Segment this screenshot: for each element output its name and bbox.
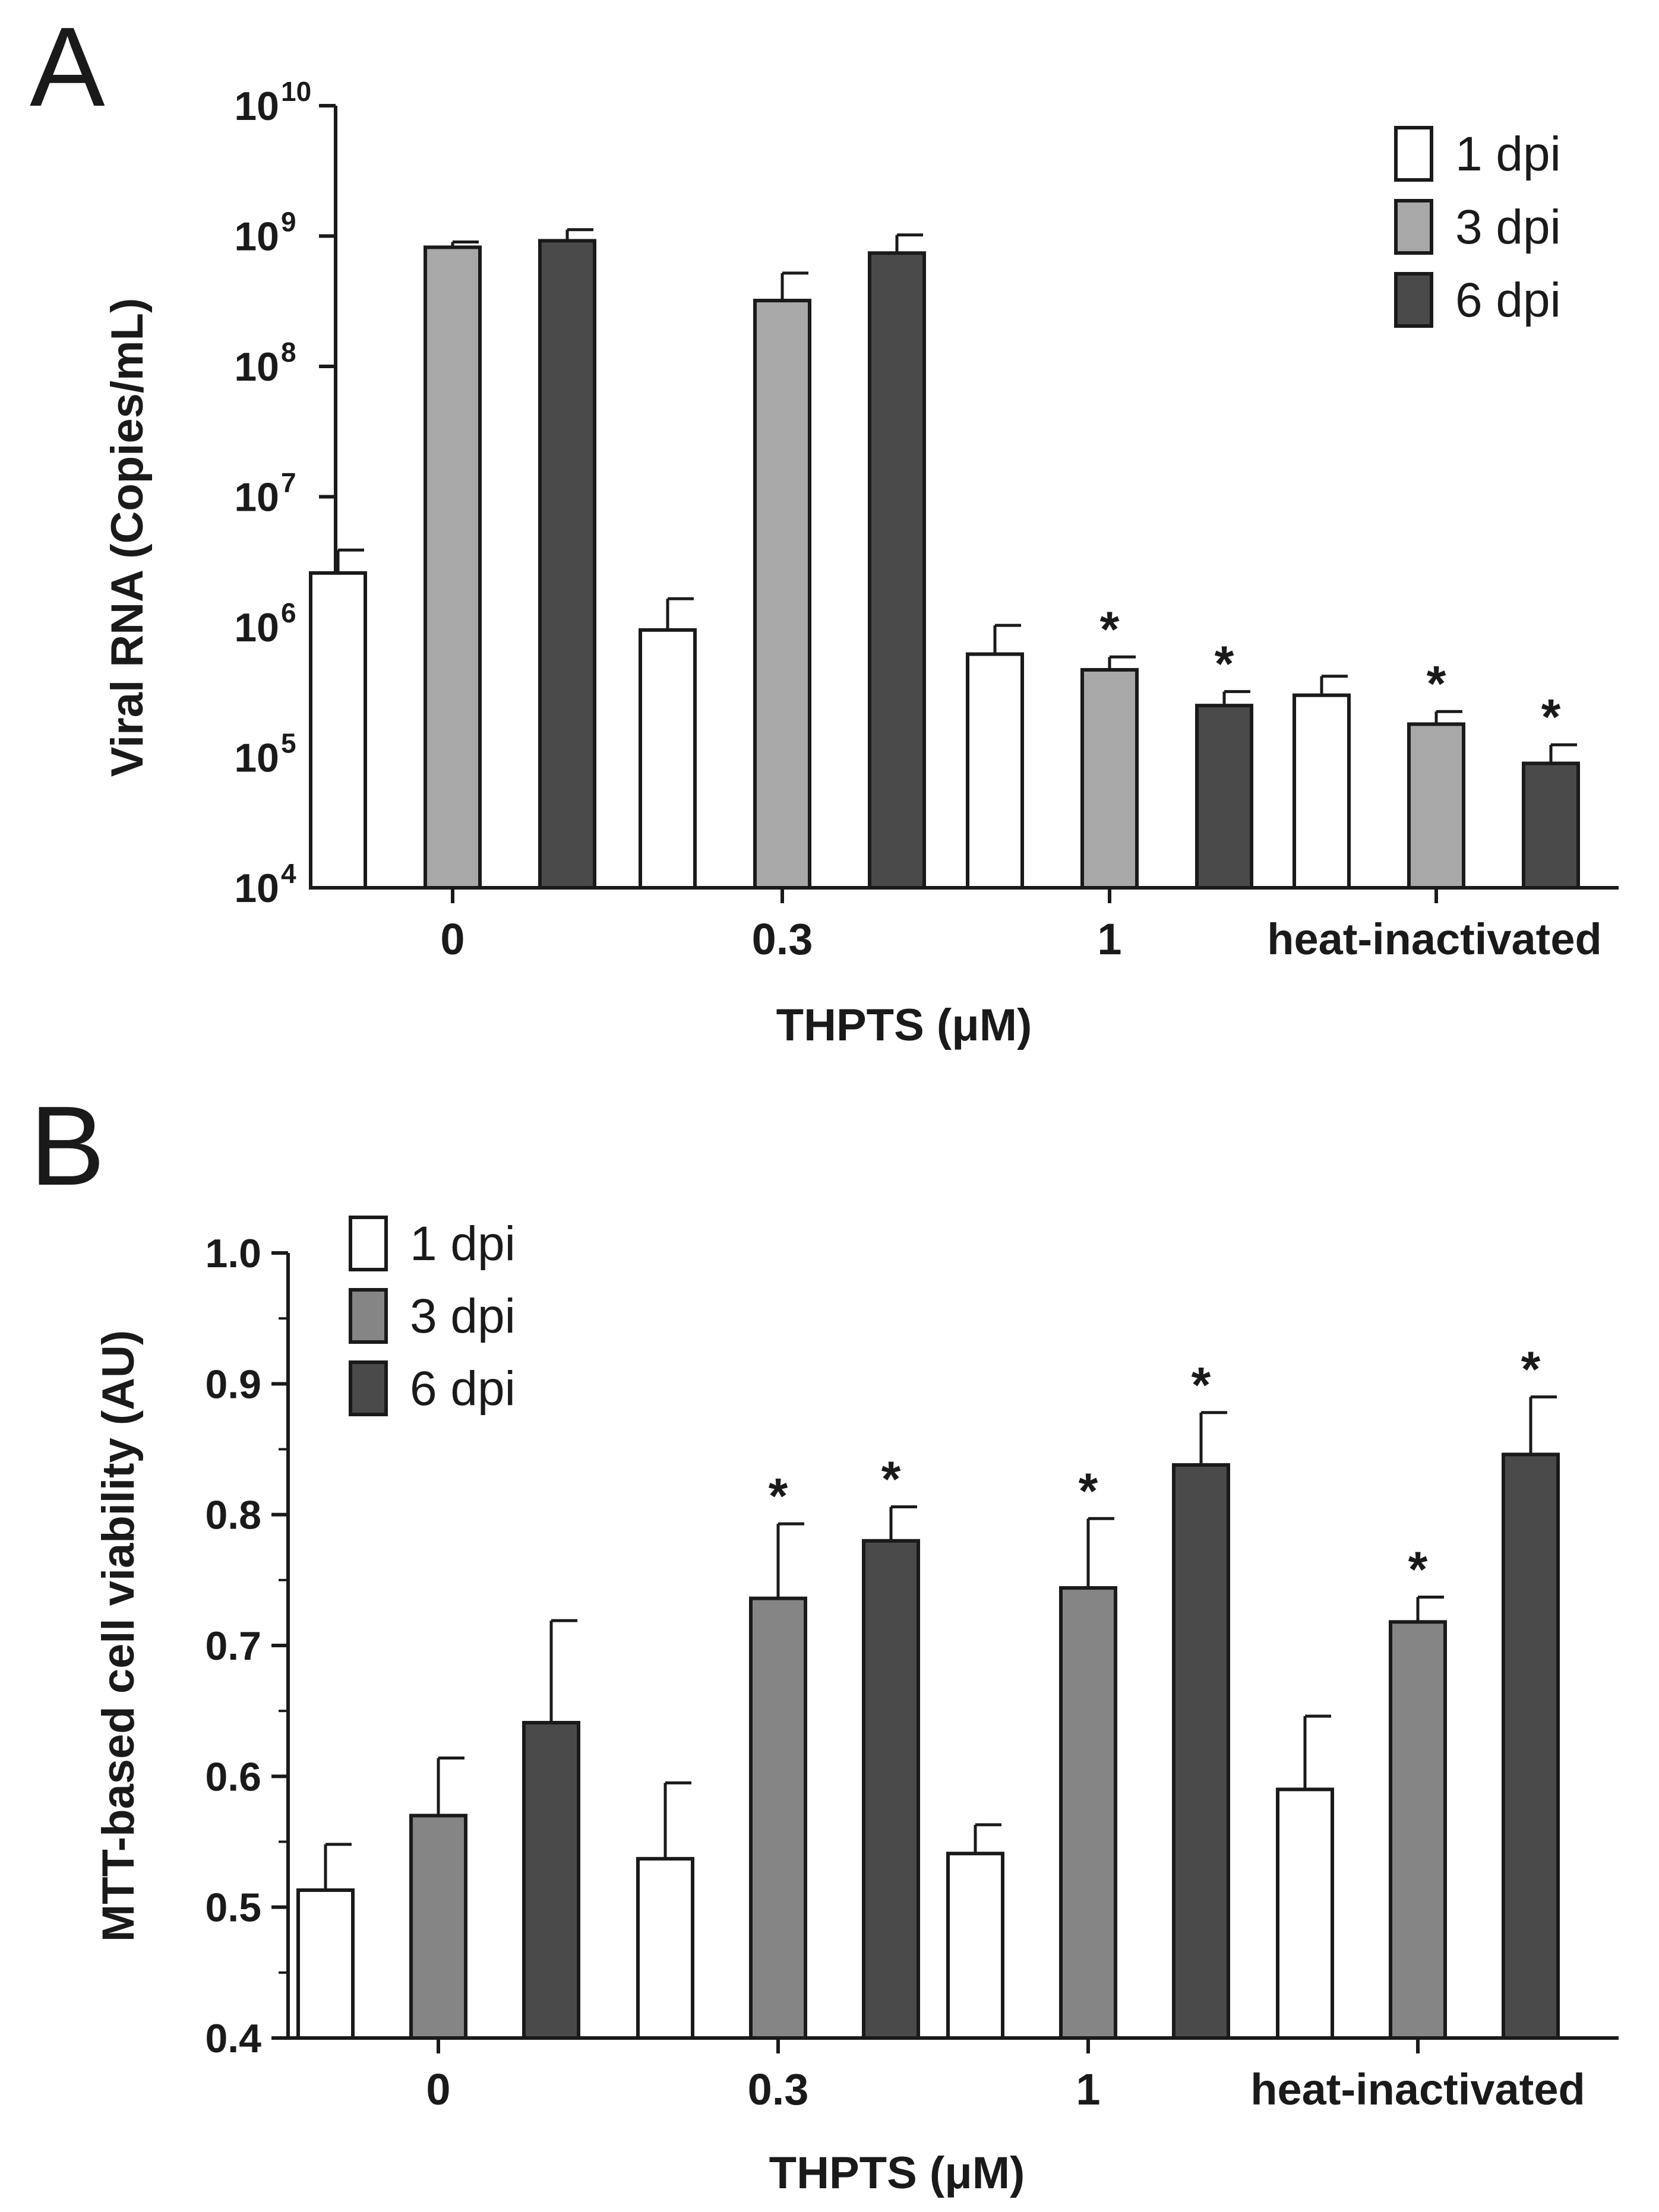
y-tick-label: 10 [234,736,279,781]
bar [868,251,926,890]
bar [1080,667,1139,890]
bar [753,299,811,890]
y-tick-label: 0.5 [205,1885,261,1931]
y-tick-label: 10 [234,214,279,260]
bar [862,1539,920,2040]
y-tick-label: 0.8 [205,1493,261,1538]
significance-star: * [881,1451,901,1507]
legend-label: 3 dpi [1455,200,1561,254]
significance-star: * [1427,656,1446,711]
y-tick-exponent: 7 [281,467,296,498]
bar [522,1720,580,2040]
significance-star: * [1408,1541,1428,1597]
legend-swatch [349,1360,388,1416]
y-axis-title-b: MTT-based cell viability (AU) [93,1330,144,1942]
significance-star: * [1215,636,1234,692]
legend-label: 3 dpi [410,1289,516,1343]
legend: 1 dpi 3 dpi 6 dpi [1394,126,1561,328]
x-axis-title-a: THPTS (μM) [776,1000,1032,1050]
significance-star: * [1079,1463,1098,1518]
y-tick-exponent: 8 [281,337,296,368]
bar [1522,761,1580,890]
bar [749,1596,807,2040]
panel-b: B MTT-based cell viability (AU) THPTS (μ… [30,1083,1619,2198]
significance-star: * [1100,601,1120,657]
y-tick-label: 1.0 [205,1231,261,1276]
legend: 1 dpi 3 dpi 6 dpi [349,1216,516,1416]
x-tick-label: 1 [1076,2065,1100,2114]
y-tick-label: 10 [234,344,279,390]
y-tick-label: 0.6 [205,1754,261,1799]
bar [1172,1463,1230,2040]
bar [1293,693,1351,890]
bar [296,1888,355,2040]
bar [946,1852,1004,2040]
y-tick-label: 10 [234,866,279,911]
legend-swatch [1394,272,1433,328]
y-tick-label: 0.4 [205,2016,261,2061]
bar [1276,1787,1334,2040]
bar [636,1857,694,2040]
y-tick-label: 0.7 [205,1624,261,1669]
panel-letter-a: A [30,4,105,130]
y-tick-exponent: 4 [281,858,296,889]
y-tick-exponent: 9 [281,207,296,238]
bar [309,571,367,890]
bar [639,628,697,890]
y-tick-label: 0.9 [205,1362,261,1407]
x-tick-label: 1 [1097,914,1121,964]
x-tick-label: heat-inactivated [1250,2065,1585,2114]
y-tick-exponent: 5 [281,728,296,759]
legend-swatch [349,1288,388,1344]
y-tick-label: 10 [234,84,279,129]
x-tick-label: 0.3 [748,2065,809,2114]
x-tick-label: 0.3 [752,914,813,964]
x-tick-label: 0 [426,2065,450,2114]
bar [966,652,1024,890]
bar [1389,1620,1447,2040]
legend-label: 6 dpi [410,1362,516,1416]
x-tick-label: 0 [440,914,464,964]
y-tick-label: 10 [234,475,279,520]
bar [1407,722,1465,890]
legend-swatch [349,1216,388,1271]
x-tick-label: heat-inactivated [1267,914,1601,964]
legend-label: 6 dpi [1455,273,1561,327]
bar [424,245,482,890]
legend-label: 1 dpi [1455,127,1561,181]
legend-swatch [1394,126,1433,182]
bar [538,239,596,890]
significance-star: * [1521,1341,1541,1397]
significance-star: * [769,1468,788,1524]
bar [1195,704,1253,890]
bar [1059,1586,1117,2040]
bar [409,1814,467,2040]
y-axis-title-a: Viral RNA (Copies/mL) [102,298,153,777]
y-tick-exponent: 10 [281,76,311,107]
y-tick-label: 10 [234,605,279,650]
plot-area-b: 0.4 0.5 0.6 0.7 0.8 0.9 1.0 0 0.3 1 heat-inactivat… [205,1216,1619,2114]
x-axis-title-b: THPTS (μM) [769,2148,1025,2198]
legend-swatch [1394,199,1433,255]
legend-label: 1 dpi [410,1217,516,1271]
significance-star: * [1192,1357,1211,1413]
panel-a: A Viral RNA (Copies/mL) THPTS (μM) 10 410… [30,4,1619,1050]
y-tick-exponent: 6 [281,597,296,628]
panel-letter-b: B [30,1083,105,1209]
significance-star: * [1541,689,1561,745]
bar [1502,1452,1560,2040]
